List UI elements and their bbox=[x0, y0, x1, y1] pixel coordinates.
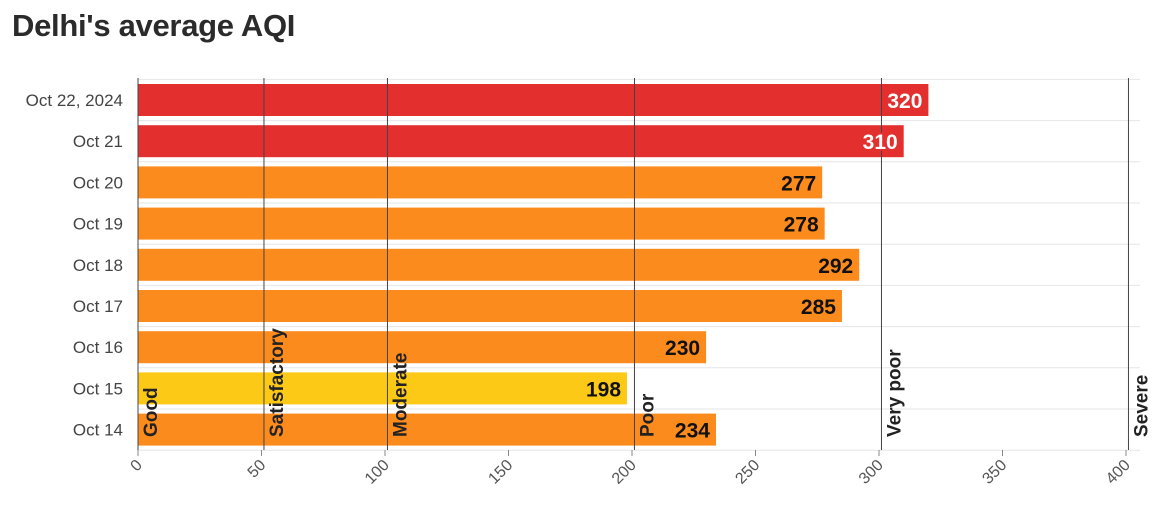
x-axis: 0 50 100 150 200 250 300 350 400 bbox=[128, 450, 1134, 488]
category-label: Oct 15 bbox=[73, 379, 123, 398]
chart-title: Delhi's average AQI bbox=[12, 8, 296, 43]
reference-lines: Good Satisfactory Moderate Poor Very poor Sev… bbox=[137, 78, 1152, 450]
x-tick-label: 400 bbox=[1103, 457, 1134, 488]
aqi-band-label: Severe bbox=[1131, 375, 1152, 437]
bar bbox=[138, 331, 707, 364]
value-label: 234 bbox=[675, 420, 710, 443]
category-label: Oct 16 bbox=[73, 338, 123, 357]
value-label: 230 bbox=[665, 337, 700, 360]
value-label: 310 bbox=[863, 131, 898, 154]
x-tick-label: 0 bbox=[128, 457, 146, 475]
bar bbox=[138, 372, 628, 405]
x-tick-label: 100 bbox=[362, 457, 393, 488]
aqi-band-label: Good bbox=[141, 387, 162, 437]
grid-layer bbox=[138, 78, 1140, 451]
category-label: Oct 20 bbox=[73, 173, 123, 192]
aqi-band-label: Very poor bbox=[884, 349, 905, 437]
bar bbox=[138, 125, 904, 158]
value-label: 320 bbox=[887, 90, 922, 113]
category-label: Oct 19 bbox=[73, 215, 123, 234]
x-tick-label: 250 bbox=[732, 457, 763, 488]
x-tick-label: 50 bbox=[245, 457, 270, 482]
x-tick-label: 150 bbox=[485, 457, 516, 488]
bar bbox=[138, 290, 842, 322]
bar bbox=[138, 166, 823, 199]
category-label: Oct 14 bbox=[73, 421, 123, 440]
category-label: Oct 17 bbox=[73, 297, 123, 316]
aqi-band-label: Poor bbox=[637, 393, 658, 437]
value-label: 285 bbox=[801, 296, 836, 319]
value-label: 292 bbox=[818, 255, 853, 278]
category-label: Oct 22, 2024 bbox=[26, 91, 123, 110]
value-label: 277 bbox=[781, 172, 816, 195]
category-label: Oct 21 bbox=[73, 132, 123, 151]
x-tick-label: 200 bbox=[609, 457, 640, 488]
aqi-band-label: Moderate bbox=[390, 353, 411, 437]
x-tick-label: 350 bbox=[979, 457, 1010, 488]
bar bbox=[138, 248, 860, 281]
bar bbox=[138, 413, 716, 446]
bar bbox=[138, 207, 825, 240]
value-label: 198 bbox=[586, 378, 621, 401]
bar bbox=[138, 84, 929, 116]
x-tick-label: 300 bbox=[856, 457, 887, 488]
category-label: Oct 18 bbox=[73, 256, 123, 275]
label-layer: Oct 22, 2024 320 Oct 21 310 Oct 20 277 Oct 19 2… bbox=[26, 88, 925, 445]
aqi-band-label: Satisfactory bbox=[267, 328, 288, 437]
value-label: 278 bbox=[784, 214, 819, 237]
bar-layer bbox=[138, 84, 929, 446]
